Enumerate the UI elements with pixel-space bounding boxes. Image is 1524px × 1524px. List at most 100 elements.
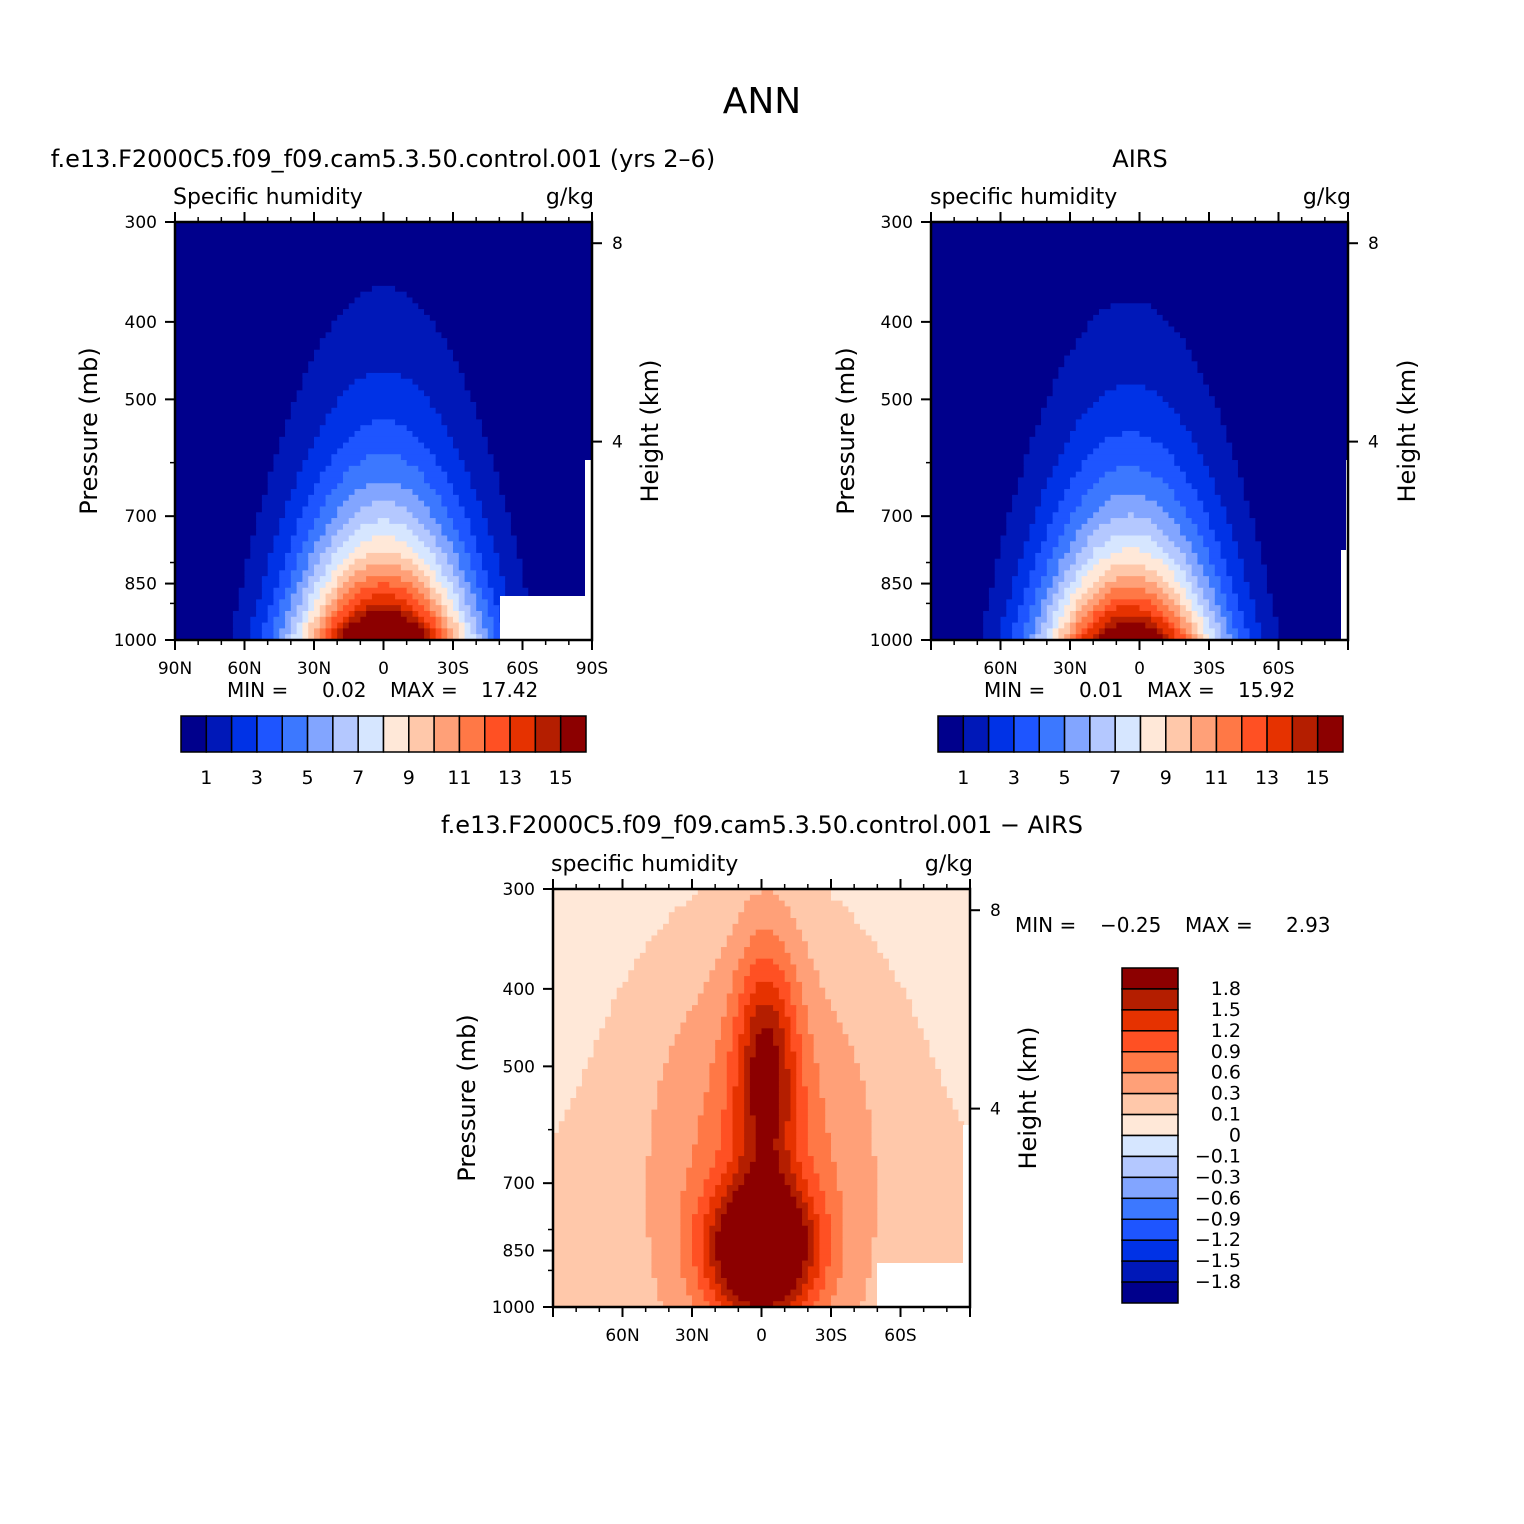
panel-diff-cell — [651, 1266, 682, 1273]
panel-obs-cell — [1041, 419, 1077, 426]
panel-obs-cell — [931, 326, 1088, 333]
panel-model-cell — [175, 477, 269, 484]
panel-obs-cell — [1058, 599, 1071, 606]
panel-diff-cell — [553, 1214, 647, 1221]
panel-model-cell — [273, 454, 309, 461]
panel-obs-cell — [1023, 460, 1060, 467]
panel-diff-cell — [796, 1092, 809, 1099]
panel-diff-cell — [553, 1190, 647, 1198]
panel-diff-cell — [842, 900, 970, 908]
panel-model-cell — [175, 361, 309, 368]
panel-obs-cell — [931, 477, 1019, 484]
panel-diff-cell — [744, 1109, 751, 1117]
panel-model-cell — [476, 401, 592, 409]
panel-diff-cell — [663, 1301, 693, 1307]
panel-diff-cell — [877, 1214, 970, 1221]
panel-obs-cell — [1180, 465, 1210, 473]
panel-model-cell — [175, 291, 361, 299]
panel-diff-cell — [703, 1092, 728, 1099]
panel-model-cell — [481, 593, 495, 600]
panel-diff-cell — [778, 1167, 792, 1175]
panel-model-cell — [435, 489, 454, 496]
panel-diff-cell — [813, 1231, 821, 1238]
panel-obs-cell — [1098, 628, 1106, 635]
panel-obs-cell — [1041, 547, 1054, 554]
panel-model-cell — [453, 518, 471, 525]
panel-diff-cell — [744, 1150, 757, 1157]
panel-model-cell — [458, 581, 471, 589]
panel-obs-cell — [1023, 471, 1054, 479]
panel-model-cell — [418, 436, 454, 444]
panel-model-cell — [273, 541, 292, 548]
panel-obs-cell — [1023, 599, 1036, 606]
panel-obs-cell — [1197, 489, 1216, 496]
panel-diff-cell — [813, 1161, 838, 1169]
panel-diff-cell — [645, 1190, 682, 1198]
panel-diff-cell — [744, 1074, 751, 1082]
panel-obs-cell — [1006, 523, 1031, 531]
panel-model-cell — [261, 581, 280, 589]
panel-diff-cell — [842, 1254, 873, 1262]
panel-diff-cell — [749, 970, 786, 977]
panel-obs-cell — [931, 372, 1060, 380]
panel-model-cell — [290, 535, 309, 542]
panel-model-cell — [366, 610, 402, 618]
panel-diff-cell — [807, 1086, 821, 1093]
panel-diff-cell — [657, 929, 734, 937]
panel-diff-cell — [553, 1161, 647, 1169]
panel-obs-cell — [1226, 512, 1251, 519]
panel-obs-ytick-label: 500 — [881, 390, 913, 410]
panel-obs-cell — [1220, 541, 1239, 548]
panel-diff-cell — [802, 1057, 815, 1064]
panel-model-cell — [470, 477, 500, 484]
panel-diff-cell — [784, 1034, 792, 1041]
panel-obs-cell — [931, 460, 1025, 467]
panel-model-cell — [470, 564, 483, 571]
panel-diff-cell — [744, 1051, 757, 1058]
panel-model-cell — [308, 593, 321, 600]
panel-diff-colorbar-label: 0 — [1229, 1125, 1241, 1147]
panel-model-right-string: g/kg — [546, 185, 594, 210]
panel-obs-cell — [931, 239, 1348, 246]
panel-diff-cell — [744, 1080, 751, 1087]
panel-model-cell — [175, 460, 275, 467]
panel-model-cell — [348, 384, 419, 391]
panel-diff-cell — [599, 1034, 676, 1041]
panel-obs-xtick-label: 60S — [1262, 659, 1294, 679]
panel-model-cell — [447, 535, 460, 542]
panel-diff-cell — [802, 1173, 821, 1180]
panel-model-cell — [400, 552, 419, 560]
panel-obs-cell — [1156, 622, 1170, 629]
panel-diff-cell — [749, 1080, 780, 1087]
panel-obs-cell — [1098, 599, 1112, 606]
panel-model-cell — [464, 576, 477, 583]
panel-diff-cell — [790, 1098, 797, 1105]
panel-diff-cell — [553, 1266, 653, 1273]
panel-model-cell — [331, 587, 338, 595]
panel-diff-cell — [819, 1248, 832, 1256]
panel-diff-cell — [715, 1150, 734, 1157]
panel-obs-cell — [1203, 570, 1216, 577]
panel-diff-colorbar-label: −0.9 — [1195, 1208, 1241, 1230]
panel-model-cell — [458, 605, 471, 612]
panel-diff-cell — [703, 1190, 716, 1198]
panel-obs-cell — [931, 401, 1048, 409]
panel-model-cell — [175, 506, 263, 513]
panel-model-cell — [464, 512, 483, 519]
panel-model-cell — [342, 622, 350, 629]
panel-diff-xtick-label: 0 — [756, 1326, 767, 1346]
panel-diff-cell — [749, 993, 780, 1000]
panel-obs-cell — [1064, 529, 1077, 537]
panel-diff-cell — [796, 1202, 809, 1209]
panel-model-cell — [429, 448, 460, 455]
panel-model-cell — [232, 634, 251, 640]
panel-diff-cell — [709, 1080, 728, 1087]
panel-obs-cell — [1087, 622, 1094, 629]
panel-diff-cell — [877, 947, 970, 954]
panel-diff-cell — [639, 952, 722, 960]
panel-diff-cell — [732, 1034, 739, 1041]
panel-diff-cell — [865, 1103, 954, 1111]
panel-diff-cell — [703, 1254, 710, 1262]
panel-model-cell — [250, 634, 263, 640]
panel-diff-cell — [553, 1098, 571, 1105]
